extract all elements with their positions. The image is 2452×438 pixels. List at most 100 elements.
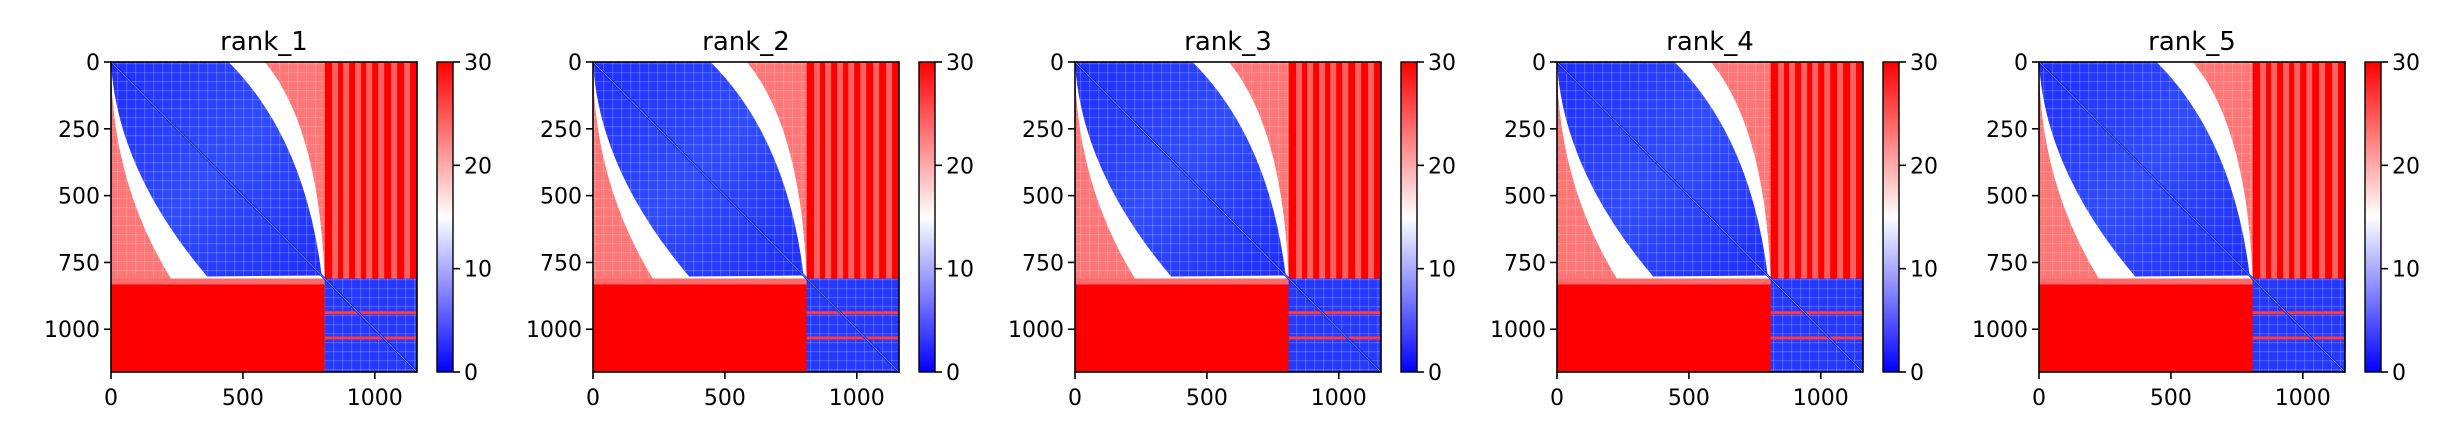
heatmap-streak: [1801, 62, 1808, 279]
y-tick-label: 750: [1986, 251, 2028, 276]
y-tick-label: 0: [1532, 51, 1546, 76]
colorbar-tick-label: 20: [2392, 154, 2420, 179]
heatmap-diagonal-highlight: [1074, 61, 1382, 373]
x-tick-label: 0: [586, 386, 600, 411]
heatmap-streak: [886, 62, 893, 279]
heatmap-image: [1074, 61, 1382, 373]
heatmap-streak: [391, 62, 398, 279]
heatmap-streak: [1319, 62, 1326, 279]
heatmap-streak: [873, 62, 880, 279]
x-tick-label: 0: [104, 386, 118, 411]
heatmap-streak: [1355, 62, 1362, 279]
colorbar-frame: [2364, 61, 2382, 373]
y-tick-label: 750: [1022, 251, 1064, 276]
heatmap-image: [1556, 61, 1864, 373]
heatmap-streak: [825, 62, 832, 279]
y-tick-label: 1000: [1008, 318, 1064, 343]
y-tick-label: 750: [1504, 251, 1546, 276]
x-tick-label: 500: [1186, 386, 1228, 411]
colorbar: [1401, 62, 1417, 372]
y-tick-label: 1000: [44, 318, 100, 343]
colorbar-tick-label: 0: [2392, 361, 2406, 386]
colorbar-tick-label: 10: [1428, 258, 1456, 283]
panel-title: rank_5: [2148, 27, 2236, 57]
heatmap-diagonal-highlight: [110, 61, 418, 373]
heatmap-streak: [1778, 62, 1785, 279]
colorbar-tick-label: 10: [2392, 258, 2420, 283]
heatmap-row-stripe: [806, 311, 899, 315]
colorbar-tick-label: 10: [1910, 258, 1938, 283]
x-tick-label: 500: [1668, 386, 1710, 411]
x-tick-label: 0: [1550, 386, 1564, 411]
x-tick-label: 1000: [1793, 386, 1849, 411]
colorbar: [919, 62, 935, 372]
heatmap-row-stripe: [1770, 311, 1863, 315]
y-tick-label: 1000: [1490, 318, 1546, 343]
heatmap-streak: [343, 62, 350, 279]
colorbar: [437, 62, 453, 372]
heatmap-row-stripe: [1770, 336, 1863, 340]
heatmap-streak: [1789, 62, 1796, 279]
heatmap-row-stripe: [1288, 311, 1381, 315]
x-tick-label: 1000: [347, 386, 403, 411]
heatmap-streak: [2332, 62, 2339, 279]
y-tick-label: 0: [86, 51, 100, 76]
y-tick-label: 500: [1504, 185, 1546, 210]
colorbar-tick-label: 20: [946, 154, 974, 179]
y-tick-label: 500: [540, 185, 582, 210]
panel-title: rank_1: [220, 27, 308, 57]
colorbar-tick-label: 20: [1428, 154, 1456, 179]
x-tick-label: 500: [704, 386, 746, 411]
heatmap-diagonal-highlight: [2038, 61, 2346, 373]
heatmap-panel: rank_3 0 500 1000 0 250 500 750 1000 0 10 20 30: [1008, 27, 1456, 411]
x-tick-label: 500: [2150, 386, 2192, 411]
axes-frame: [1556, 61, 1864, 373]
heatmap-streak: [1342, 62, 1349, 279]
colorbar-tick-label: 0: [946, 361, 960, 386]
colorbar-frame: [436, 61, 454, 373]
heatmap-streak: [1812, 62, 1819, 279]
heatmap-panel: rank_5 0 500 1000 0 250 500 750 1000 0 10 20 30: [1972, 27, 2420, 411]
colorbar-tick-label: 30: [946, 51, 974, 76]
heatmap-diagonal-highlight: [592, 61, 900, 373]
axes-frame: [2038, 61, 2346, 373]
y-tick-label: 1000: [526, 318, 582, 343]
heatmap-row-stripe: [806, 336, 899, 340]
heatmap-panel: rank_4 0 500 1000 0 250 500 750 1000 0 10 20 30: [1490, 27, 1938, 411]
heatmap-image: [592, 61, 900, 373]
colorbar-tick-label: 30: [1910, 51, 1938, 76]
heatmap-streak: [1307, 62, 1314, 279]
heatmap-streak: [814, 62, 821, 279]
colorbar-tick-label: 0: [1910, 361, 1924, 386]
colorbar-tick-label: 20: [464, 154, 492, 179]
heatmap-panel: rank_2 0 500 1000 0 250 500 750 1000 0 10 20 30: [526, 27, 974, 411]
colorbar: [1883, 62, 1899, 372]
y-tick-label: 500: [1986, 185, 2028, 210]
heatmap-panel: rank_1 0 500 1000 0 250 500 750 1000 0 10 20 30: [44, 27, 492, 411]
heatmap-streak: [1330, 62, 1337, 279]
heatmap-streak: [2294, 62, 2301, 279]
panel-title: rank_3: [1184, 27, 1272, 57]
y-tick-label: 0: [2014, 51, 2028, 76]
heatmap-streak: [860, 62, 867, 279]
colorbar-tick-label: 10: [464, 258, 492, 283]
heatmap-streak: [848, 62, 855, 279]
heatmap-row-stripe: [2252, 311, 2345, 315]
heatmap-streak: [2306, 62, 2313, 279]
heatmap-row-stripe: [324, 311, 417, 315]
heatmap-streak: [1850, 62, 1857, 279]
x-tick-label: 0: [2032, 386, 2046, 411]
y-tick-label: 1000: [1972, 318, 2028, 343]
heatmap-streak: [1837, 62, 1844, 279]
x-tick-label: 1000: [1311, 386, 1367, 411]
colorbar-tick-label: 30: [2392, 51, 2420, 76]
y-tick-label: 250: [540, 118, 582, 143]
x-tick-label: 500: [222, 386, 264, 411]
colorbar-frame: [918, 61, 936, 373]
y-tick-label: 250: [1022, 118, 1064, 143]
panel-title: rank_4: [1666, 27, 1754, 57]
y-tick-label: 0: [568, 51, 582, 76]
heatmap-streak: [404, 62, 411, 279]
heatmap-image: [110, 61, 418, 373]
x-tick-label: 1000: [829, 386, 885, 411]
